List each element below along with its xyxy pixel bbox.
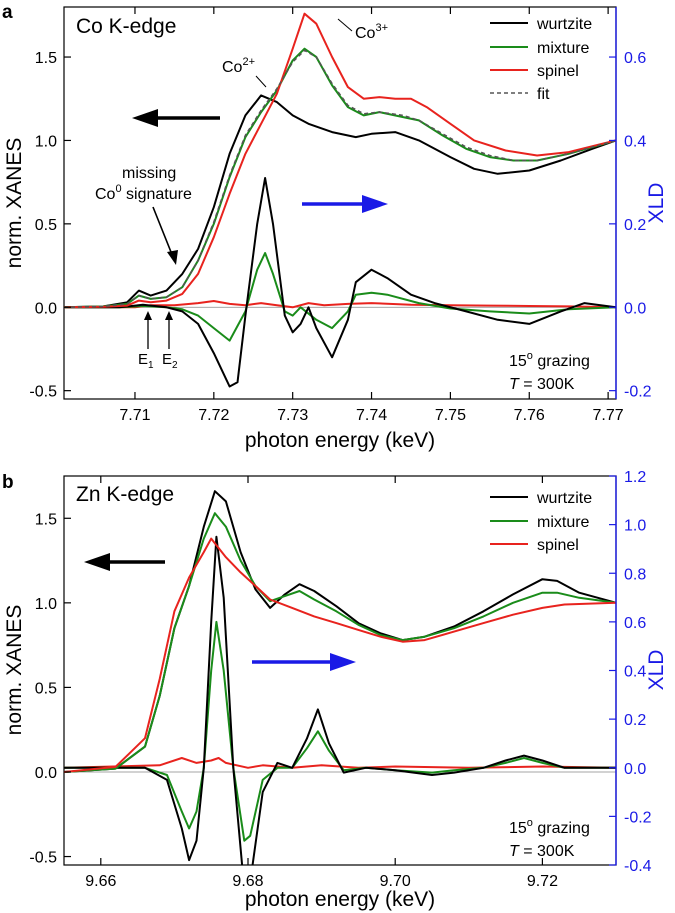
xanes-series-wurtzite-a — [64, 94, 616, 309]
y-axis-label-right-a: XLD — [645, 183, 668, 224]
y-tick-label-right-b: -0.2 — [624, 809, 652, 826]
legend-label-wurtzite-b: wurtzite — [536, 490, 592, 507]
legend-a: wurtzite mixture spinel fit — [490, 16, 592, 103]
y-axis-label-left-b: norm. XANES — [3, 605, 26, 736]
x-tick-label-a: 7.75 — [435, 407, 466, 424]
legend-label-fit-a: fit — [537, 86, 550, 103]
y-tick-label-left-b: 1.5 — [35, 511, 57, 528]
chart-title-a: Co K-edge — [76, 15, 176, 38]
svg-text:T = 300K: T = 300K — [509, 376, 575, 393]
svg-text:Co3+: Co3+ — [355, 22, 388, 42]
y-tick-label-left-a: 0.0 — [35, 300, 57, 317]
y-tick-label-left-b: -0.5 — [29, 850, 57, 867]
annotation-co2: Co2+ — [222, 56, 267, 88]
annotation-e2: E2 — [162, 311, 178, 371]
legend-label-spinel-b: spinel — [537, 537, 579, 554]
panel-label-b: b — [2, 472, 14, 493]
xld-series-spinel-b — [64, 757, 616, 769]
x-tick-label-a: 7.74 — [356, 407, 387, 424]
chart-title-b: Zn K-edge — [76, 483, 174, 506]
y-tick-label-right-b: 1.0 — [624, 518, 646, 535]
x-tick-label-b: 9.70 — [380, 873, 411, 890]
plot-frame-b — [63, 475, 617, 866]
y-tick-label-right-b: 0.2 — [624, 712, 646, 729]
y-tick-label-left-a: 0.5 — [35, 217, 57, 234]
xanes-series-spinel-a — [64, 12, 616, 309]
left-axis-arrow-b — [84, 553, 165, 571]
legend-label-spinel-a: spinel — [537, 63, 579, 80]
y-tick-label-right-b: 0.8 — [624, 566, 646, 583]
x-tick-label-b: 9.68 — [232, 873, 263, 890]
svg-text:E1: E1 — [138, 351, 154, 371]
y-tick-label-right-a: 0.4 — [624, 133, 646, 150]
svg-text:T = 300K: T = 300K — [509, 843, 575, 860]
y-tick-label-left-b: 0.5 — [35, 680, 57, 697]
y-tick-label-left-a: 1.0 — [35, 133, 57, 150]
xld-series-wurtzite-a — [64, 177, 616, 388]
annotation-co3: Co3+ — [337, 18, 388, 42]
xld-series-spinel-a — [64, 300, 616, 309]
y-tick-label-right-b: -0.4 — [624, 858, 652, 875]
y-tick-label-left-b: 0.0 — [35, 765, 57, 782]
x-axis-label-b: photon energy (keV) — [245, 888, 435, 911]
annotation-missing-co0: missing Co0 signature — [95, 165, 192, 265]
y-tick-label-left-a: -0.5 — [29, 384, 57, 401]
svg-text:15o grazing: 15o grazing — [509, 350, 590, 370]
x-tick-label-a: 7.76 — [514, 407, 545, 424]
xld-series-wurtzite-b — [64, 535, 616, 865]
svg-text:missing: missing — [122, 165, 176, 182]
svg-text:15o grazing: 15o grazing — [509, 817, 590, 837]
chart-panel-b: 9.66 9.68 9.70 9.72 -0.5 0.0 0.5 1.0 1.5 -0.4 -0.2… — [3, 469, 668, 911]
svg-text:E2: E2 — [162, 351, 178, 371]
left-axis-arrow-a — [132, 109, 220, 127]
y-tick-label-right-a: 0.0 — [624, 300, 646, 317]
panel-label-a: a — [2, 2, 13, 23]
y-tick-label-right-a: -0.2 — [624, 384, 652, 401]
right-axis-arrow-b — [252, 653, 356, 671]
legend-label-wurtzite-a: wurtzite — [536, 16, 592, 33]
y-tick-label-right-a: 0.6 — [624, 50, 646, 67]
y-tick-label-right-b: 0.0 — [624, 761, 646, 778]
y-tick-label-right-b: 1.2 — [624, 469, 646, 486]
svg-text:Co2+: Co2+ — [222, 56, 255, 76]
y-tick-label-right-a: 0.2 — [624, 217, 646, 234]
x-axis-label-a: photon energy (keV) — [245, 429, 435, 452]
x-tick-label-b: 9.66 — [85, 873, 116, 890]
xanes-series-spinel-b — [64, 537, 616, 773]
legend-b: wurtzite mixture spinel — [490, 490, 592, 554]
xanes-series-fit-a — [64, 49, 616, 309]
legend-label-mixture-b: mixture — [537, 514, 590, 531]
x-tick-label-a: 7.77 — [593, 407, 624, 424]
y-axis-label-left-a: norm. XANES — [3, 138, 26, 269]
annotation-e1: E1 — [138, 311, 154, 371]
svg-text:Co0 signature: Co0 signature — [95, 183, 192, 203]
xanes-series-mixture-b — [64, 512, 616, 773]
y-tick-label-left-a: 1.5 — [35, 50, 57, 67]
chart-panel-a: 7.71 7.72 7.73 7.74 7.75 7.76 7.77 -0.5 0.0 0.5 1.… — [3, 6, 668, 452]
right-axis-arrow-a — [302, 195, 388, 213]
y-tick-label-left-b: 1.0 — [35, 596, 57, 613]
x-tick-label-a: 7.72 — [198, 407, 229, 424]
conditions-b: 15o grazing T = 300K — [509, 817, 590, 860]
x-tick-label-a: 7.73 — [277, 407, 308, 424]
conditions-a: 15o grazing T = 300K — [509, 350, 590, 393]
x-tick-label-b: 9.72 — [527, 873, 558, 890]
y-axis-label-right-b: XLD — [645, 650, 668, 691]
x-tick-label-a: 7.71 — [119, 407, 150, 424]
y-tick-label-right-b: 0.6 — [624, 615, 646, 632]
legend-label-mixture-a: mixture — [537, 40, 590, 57]
y-tick-label-right-b: 0.4 — [624, 664, 646, 681]
xld-series-mixture-a — [64, 252, 616, 342]
